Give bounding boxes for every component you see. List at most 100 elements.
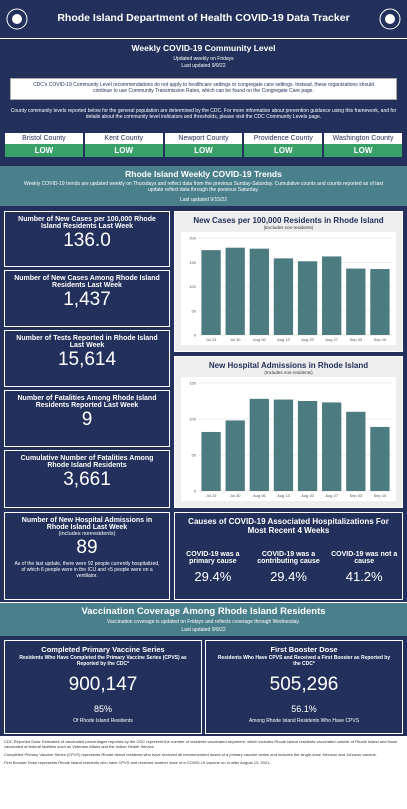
county: Newport County LOW [164,133,243,161]
county-name: Newport County [164,133,243,144]
section-title: Weekly COVID-19 Community Level [131,43,276,53]
county-level: LOW [84,144,163,157]
card-label: Cumulative Number of Fatalities Among Rh… [20,455,154,469]
bar [225,247,245,335]
vax-caption: Of Rhode Island Residents [73,718,133,724]
y-tick-label: 100 [189,284,196,289]
chart-card: New Hospital Admissions in Rhode Island(… [174,356,403,508]
county-level: LOW [324,144,402,157]
chart: 0 50 100 150 Jul 23 Jul 30 Aug 06 Aug 13 Aug 20 A… [181,377,396,501]
bar [273,258,294,335]
y-tick-label: 100 [189,417,196,422]
metric-card: Cumulative Number of Fatalities Among Rh… [4,450,170,508]
x-tick-label: Sep 03 [349,337,362,342]
bar [346,411,366,491]
x-tick-label: Aug 13 [277,337,290,342]
metric-card: Number of New Cases per 100,000 Rhode Is… [4,211,170,267]
x-tick-label: Jul 30 [230,337,241,342]
cause-value: 29.4% [194,569,232,584]
card-label: Number of New Cases per 100,000 Rhode Is… [18,216,156,230]
county-level: LOW [5,144,83,157]
card-value: 136.0 [63,230,111,251]
card-value: 3,661 [63,469,111,490]
cause-value: 41.2% [345,569,383,584]
hospital-card: Number of New Hospital Admissions in Rho… [4,512,170,600]
update-note: Last updated 9/15/22 [180,197,227,203]
x-tick-label: Aug 13 [277,493,290,498]
vax-value: 505,296 [269,674,339,695]
chart: 0 50 100 150 200 Jul 23 Jul 30 Aug 06 Aug 13 Aug … [181,232,396,345]
cause-label: COVID-19 was a primary cause [186,551,240,565]
x-tick-label: Aug 06 [253,337,266,342]
vax-card-title: First Booster Dose [270,645,338,654]
divider [0,38,407,39]
x-tick-label: Sep 10 [374,337,387,342]
bar [297,401,318,491]
metric-card: Number of Fatalities Among Rhode Island … [4,390,170,447]
y-tick-label: 0 [194,333,197,338]
bar [346,268,366,335]
logo [379,8,401,30]
footnote: First Booster Dose represents Rhode Isla… [4,760,271,765]
bar [370,269,390,335]
chart-subtitle: (Excludes non-residents) [263,225,314,230]
y-tick-label: 150 [189,381,196,386]
bar [225,420,245,491]
bar [370,426,390,491]
x-tick-label: Aug 27 [325,493,338,498]
y-tick-label: 50 [192,308,197,313]
county-name: Washington County [324,133,402,144]
footnote: Completed Primary Vaccine Series (CPVS) … [4,752,378,757]
x-tick-label: Aug 20 [301,337,314,342]
county: Washington County LOW [324,133,402,161]
bar [249,398,269,491]
y-tick-label: 50 [192,453,197,458]
x-tick-label: Sep 10 [374,493,387,498]
metric-card: Number of Tests Reported in Rhode Island… [4,330,170,387]
x-tick-label: Jul 30 [230,493,241,498]
county: Providence County LOW [244,133,323,161]
chart-title: New Hospital Admissions in Rhode Island [208,361,369,370]
causes-card: Causes of COVID-19 Associated Hospitaliz… [174,512,403,600]
card-sublabel: (includes nonresidents) [58,531,116,537]
vax-percent: 85% [93,704,112,714]
logo [6,8,28,30]
x-tick-label: Aug 20 [301,493,314,498]
cause: COVID-19 was a contributing cause 29.4% [251,551,327,584]
card-note: As of the last update, there were 92 peo… [14,561,160,579]
card-value: 1,437 [63,289,111,310]
y-tick-label: 0 [194,489,197,494]
card-value: 15,614 [57,349,117,370]
card-label: Number of Fatalities Among Rhode Island … [17,395,157,409]
vax-subtitle: Vaccination coverage is updated on Frida… [107,619,300,625]
card-label: Number of Tests Reported in Rhode Island… [16,335,158,349]
county-name: Providence County [244,133,323,144]
card-value: 9 [81,409,93,430]
county-row: Bristol County LOW Kent County LOW Newport C… [4,133,403,161]
bar [322,402,342,491]
vax-card: Completed Primary Vaccine Series Resident… [4,640,202,734]
causes-title: Causes of COVID-19 Associated Hospitaliz… [188,517,389,535]
x-tick-label: Aug 27 [325,337,338,342]
x-tick-label: Jul 23 [206,493,217,498]
info-text: County community levels reported below f… [10,108,397,120]
section-title: Vaccination Coverage Among Rhode Island … [81,606,326,617]
cause: COVID-19 was a primary cause 29.4% [175,551,251,584]
section-title: Rhode Island Weekly COVID-19 Trends [125,169,282,179]
update-note: Updated weekly on Fridays [173,56,234,62]
county: Bristol County LOW [5,133,83,161]
county-name: Kent County [84,133,163,144]
vax-caption: Among Rhode Island Residents Who Have CP… [248,718,360,724]
vax-value: 900,147 [68,674,138,695]
county-level: LOW [244,144,323,157]
card-label: Number of New Cases Among Rhode Island R… [14,275,160,289]
county-level: LOW [164,144,243,157]
x-tick-label: Jul 23 [206,337,217,342]
y-tick-label: 150 [189,260,196,265]
bar [322,256,342,335]
update-note: Last updated 9/9/22 [181,63,226,69]
bar [249,248,269,335]
update-note: Last updated 9/9/22 [181,627,226,633]
vax-banner [0,603,407,636]
